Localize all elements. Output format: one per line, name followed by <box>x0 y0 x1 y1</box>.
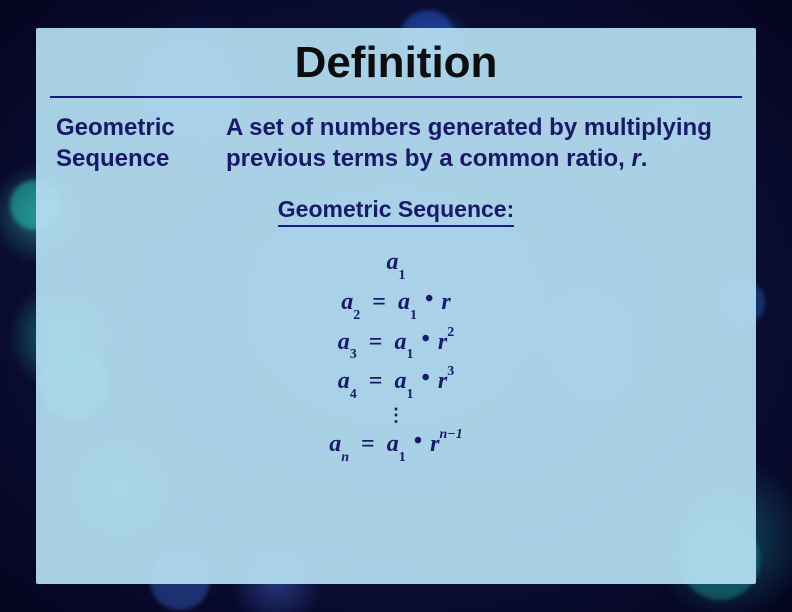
subscript: 2 <box>353 308 360 323</box>
var-a: a <box>329 431 341 457</box>
subscript: 3 <box>350 347 357 362</box>
var-r: r <box>438 368 447 394</box>
dot-operator: • <box>419 365 431 391</box>
vertical-dots: ⋮ <box>36 407 756 423</box>
superscript: 2 <box>447 325 454 340</box>
subscript: 1 <box>406 387 413 402</box>
var-r: r <box>441 289 450 315</box>
subscript: 4 <box>350 387 357 402</box>
var-a: a <box>387 249 399 275</box>
subscript: 1 <box>399 450 406 465</box>
equals-sign: = <box>369 368 383 394</box>
title-row: Definition <box>36 28 756 96</box>
formula-line-4: a4 = a1 • r3 <box>36 367 756 400</box>
formula-line-n: an = a1 • rn−1 <box>36 430 756 463</box>
formula-line-3: a3 = a1 • r2 <box>36 328 756 361</box>
formula-block: Geometric Sequence: a1 a2 = a1 • r a3 = … <box>36 196 756 462</box>
subscript-n: n <box>341 450 349 465</box>
formula-line-1: a1 <box>36 248 756 281</box>
var-a: a <box>398 289 410 315</box>
equals-sign: = <box>372 289 386 315</box>
var-a: a <box>394 368 406 394</box>
definition-card: Definition Geometric Sequence A set of n… <box>36 28 756 584</box>
formula-heading: Geometric Sequence: <box>278 196 514 227</box>
formula-line-2: a2 = a1 • r <box>36 288 756 321</box>
card-title: Definition <box>295 38 498 87</box>
term-label: Geometric Sequence <box>56 112 206 174</box>
subscript: 1 <box>406 347 413 362</box>
var-a: a <box>338 368 350 394</box>
dot-operator: • <box>423 286 435 312</box>
superscript-expr: n−1 <box>439 427 462 442</box>
definition-suffix: . <box>641 145 648 172</box>
equals-sign: = <box>361 431 375 457</box>
equals-sign: = <box>369 329 383 355</box>
dot-operator: • <box>419 326 431 352</box>
dot-operator: • <box>412 428 424 454</box>
subscript: 1 <box>399 268 406 283</box>
superscript: 3 <box>447 364 454 379</box>
subscript: 1 <box>410 308 417 323</box>
definition-body: Geometric Sequence A set of numbers gene… <box>36 98 756 174</box>
definition-variable: r <box>631 145 640 172</box>
var-a: a <box>341 289 353 315</box>
definition-text: A set of numbers generated by multiplyin… <box>226 112 736 174</box>
var-r: r <box>438 329 447 355</box>
var-a: a <box>387 431 399 457</box>
var-a: a <box>338 329 350 355</box>
var-a: a <box>394 329 406 355</box>
